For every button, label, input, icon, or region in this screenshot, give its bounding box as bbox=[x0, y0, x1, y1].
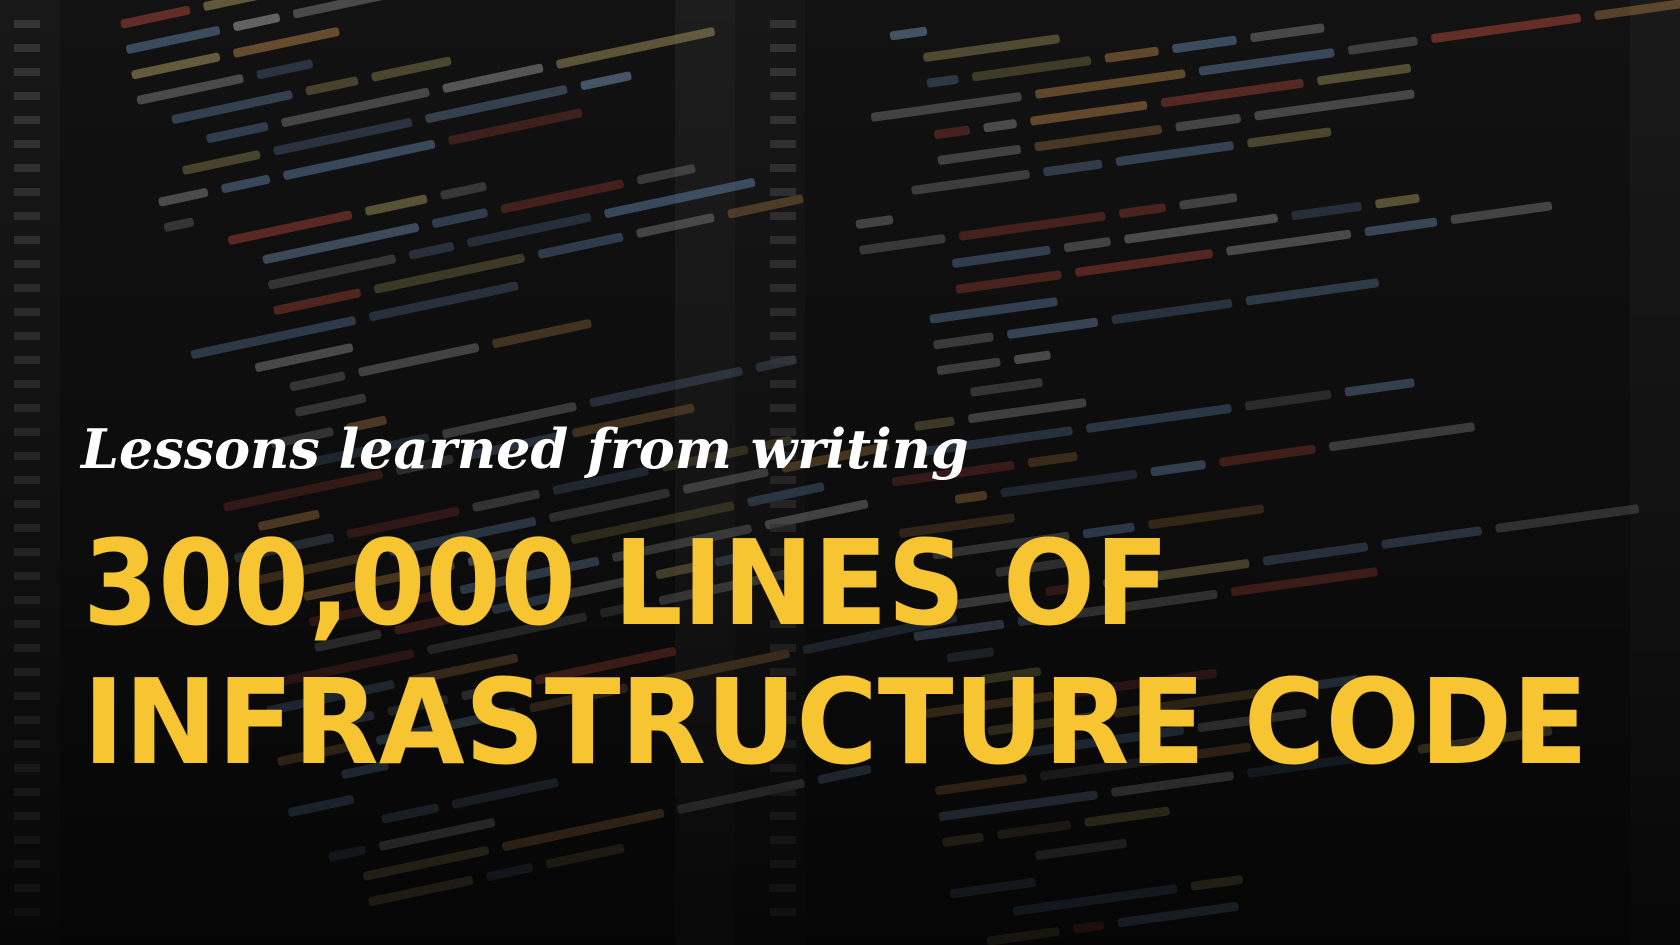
subtitle: Lessons learned from writing bbox=[79, 417, 969, 481]
headline: 300,000 LINES OF bbox=[83, 514, 1169, 652]
headline: INFRASTRUCTURE CODE bbox=[83, 653, 1588, 791]
